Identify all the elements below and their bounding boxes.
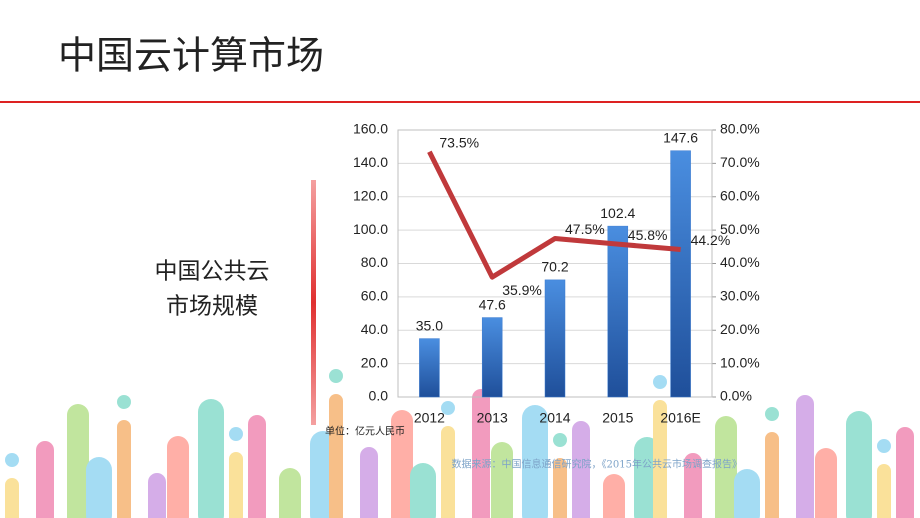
bar-value-label: 35.0: [416, 317, 443, 333]
decor-bar: [896, 427, 914, 518]
decor-bar: [167, 436, 189, 518]
decor-bar: [734, 469, 760, 518]
y-tick-label: 140.0: [353, 154, 388, 170]
decor-bar: [279, 468, 301, 518]
y-label: 市场规模: [166, 294, 258, 320]
bar: [419, 338, 440, 398]
decor-bar: [441, 426, 455, 518]
bar: [670, 150, 691, 398]
decor-bar: [329, 394, 343, 518]
y2-tick-label: 50.0%: [720, 221, 760, 237]
decor-bar: [472, 389, 490, 518]
decor-bar: [248, 415, 266, 518]
decor-bar: [198, 399, 224, 518]
line-value-label: 35.9%: [502, 282, 542, 298]
decor-bar: [36, 441, 54, 518]
y-tick-label: 60.0: [361, 288, 388, 304]
y2-tick-label: 10.0%: [720, 354, 760, 370]
bar-value-label: 147.6: [663, 129, 698, 145]
y-tick-label: 120.0: [353, 187, 388, 203]
bar-value-label: 70.2: [541, 259, 568, 275]
y-tick-label: 100.0: [353, 221, 388, 237]
decor-bar: [360, 447, 378, 518]
decor-bar: [684, 453, 702, 518]
decor-bar: [815, 448, 837, 518]
y-tick-label: 80.0: [361, 254, 388, 270]
decor-bar: [653, 400, 667, 518]
decor-bar: [148, 473, 166, 518]
decor-bar: [846, 411, 872, 518]
decor-dot: [5, 453, 19, 467]
decor-bar: [715, 416, 737, 518]
decor-bar: [522, 405, 548, 518]
bar: [607, 225, 629, 398]
line-value-label: 47.5%: [565, 221, 605, 237]
y2-tick-label: 60.0%: [720, 187, 760, 203]
unit-note: 单位：亿元人民币: [325, 425, 405, 438]
decor-dot: [329, 369, 343, 383]
x-tick-label: 2012: [414, 410, 445, 426]
y-label: 中国公共云: [155, 259, 270, 285]
x-tick-label: 2014: [539, 410, 570, 426]
decor-bar: [229, 452, 243, 518]
y2-tick-label: 20.0%: [720, 321, 760, 337]
accent-bar: [311, 180, 316, 425]
x-tick-label: 2015: [602, 410, 633, 426]
decor-dot: [877, 439, 891, 453]
decor-dot: [117, 395, 131, 409]
bar-value-label: 102.4: [600, 205, 635, 221]
y-tick-label: 160.0: [353, 121, 388, 137]
decor-dot: [765, 407, 779, 421]
decor-dot: [229, 427, 243, 441]
line-value-label: 45.8%: [628, 227, 668, 243]
decor-bar: [410, 463, 436, 518]
slide-title: 中国云计算市场: [58, 34, 324, 78]
decor-bar: [86, 457, 112, 518]
bar-value-label: 47.6: [479, 296, 506, 312]
decor-bar: [877, 464, 891, 518]
y2-tick-label: 40.0%: [720, 254, 760, 270]
decoration: [5, 369, 914, 518]
decor-bar: [572, 421, 590, 518]
bar: [544, 279, 566, 398]
y2-tick-label: 30.0%: [720, 288, 760, 304]
decor-bar: [603, 474, 625, 518]
decor-dot: [553, 433, 567, 447]
y2-tick-label: 0.0%: [720, 388, 752, 404]
decor-bar: [491, 442, 513, 518]
y-tick-label: 40.0: [361, 321, 388, 337]
y2-tick-label: 70.0%: [720, 154, 760, 170]
line-series: [427, 150, 681, 280]
y-tick-label: 0.0: [369, 388, 389, 404]
line-value-label: 44.2%: [691, 232, 731, 248]
decor-dot: [441, 401, 455, 415]
decor-bar: [67, 404, 89, 518]
line-value-label: 73.5%: [439, 134, 479, 150]
decor-bar: [391, 410, 413, 518]
y-tick-label: 20.0: [361, 354, 388, 370]
x-tick-label: 2013: [477, 410, 508, 426]
y2-tick-label: 80.0%: [720, 121, 760, 137]
x-tick-label: 2016E: [660, 410, 700, 426]
decor-bar: [5, 478, 19, 518]
decor-bar: [796, 395, 814, 518]
decor-bar: [117, 420, 131, 518]
decor-bar: [553, 458, 567, 518]
bar: [481, 317, 503, 398]
source-note: 数据来源：中国信息通信研究院，《2015年公共云市场调查报告》: [452, 458, 742, 471]
decor-bar: [765, 432, 779, 518]
decor-dot: [653, 375, 667, 389]
